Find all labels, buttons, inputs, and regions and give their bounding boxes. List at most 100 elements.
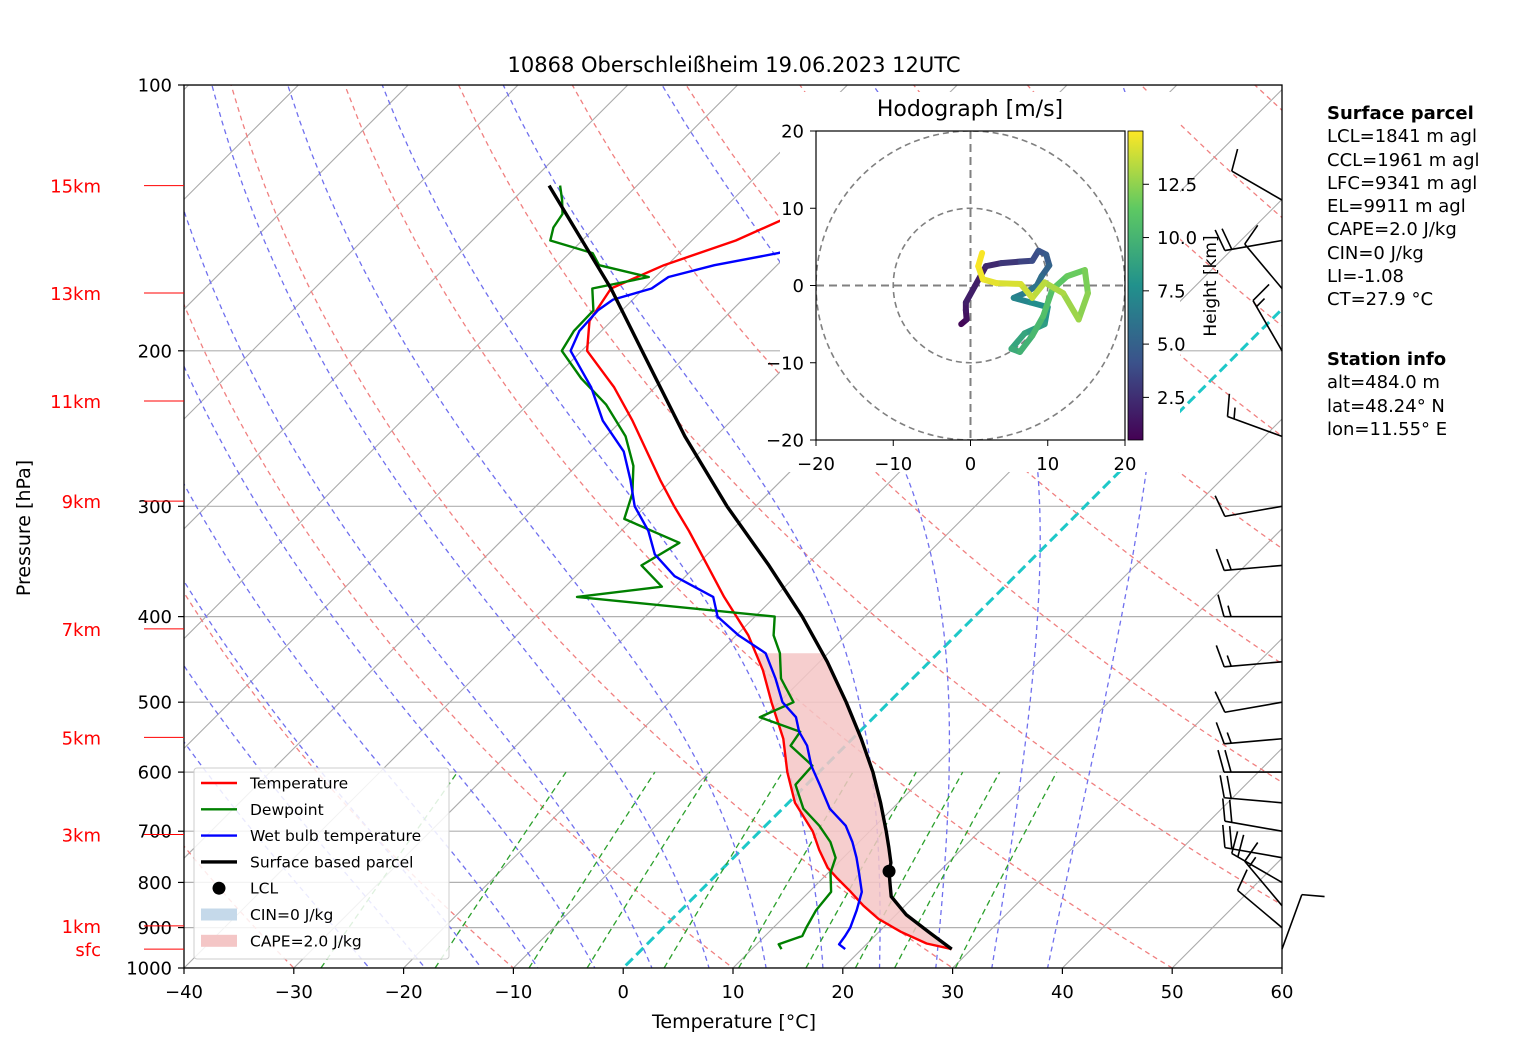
barb-flag <box>1214 691 1226 713</box>
barb-half-flag <box>1226 732 1232 744</box>
isotherm-line <box>512 198 1282 968</box>
x-tick-label: 20 <box>831 982 854 1003</box>
hodograph-y-tick-label: −10 <box>766 353 804 374</box>
y-tick-label: 900 <box>138 918 172 939</box>
mixing-ratio-line <box>894 771 1001 968</box>
barb-half-flag <box>1255 297 1266 308</box>
barb-flag <box>1226 775 1232 799</box>
barb-half-flag <box>1233 407 1236 420</box>
legend-swatch <box>201 934 237 947</box>
barb-staff <box>1237 889 1283 929</box>
y-tick-label: 400 <box>138 607 172 628</box>
legend-label: Dewpoint <box>250 801 324 819</box>
barb-staff <box>1224 660 1283 668</box>
wetbulb-line <box>569 175 970 951</box>
surface-parcel-ccl: CCL=1961 m agl <box>1327 149 1480 171</box>
y-tick-label: 800 <box>138 873 172 894</box>
barb-staff <box>1224 239 1283 252</box>
hodograph-segment <box>1029 279 1048 301</box>
barb-staff <box>1252 300 1283 352</box>
station-info-header: Station info <box>1327 349 1447 370</box>
height-label: 13km <box>50 284 101 305</box>
colorbar-ticks: 2.5 5.0 7.5 10.0 12.5 <box>1143 175 1197 409</box>
skewt-axes: −40 −30 −20 −10 0 10 20 30 40 50 60100200300400500… <box>50 76 1293 1004</box>
x-tick-label: −40 <box>165 982 203 1003</box>
hodograph-segment <box>1016 332 1036 355</box>
hodograph-y-tick-label: −20 <box>766 431 804 452</box>
hodograph: −20 −10 0 10 20 20 10 0 −10 −20 <box>766 122 1136 476</box>
parcel-line <box>547 184 953 951</box>
barb-staff <box>1224 820 1283 833</box>
zero-isotherm <box>621 307 1282 968</box>
barb-staff <box>1224 737 1283 745</box>
chart-title: 10868 Oberschleißheim 19.06.2023 12UTC <box>508 53 961 77</box>
barb-flag <box>1217 749 1225 773</box>
hodograph-segment <box>1040 286 1056 320</box>
height-label: 1km <box>62 917 101 938</box>
legend-label: CAPE=2.0 J/kg <box>250 932 362 950</box>
barb-staff <box>1281 894 1303 950</box>
wind-barb <box>1214 228 1283 252</box>
hodograph-x-tick-label: 0 <box>965 454 976 475</box>
wind-barb <box>1217 594 1282 618</box>
barb-flag <box>1244 224 1259 245</box>
barb-staff <box>1244 860 1283 907</box>
hodograph-x-tick-label: 20 <box>1114 454 1137 475</box>
surface-parcel-cin: CIN=0 J/kg <box>1327 242 1424 264</box>
barb-flag <box>1214 229 1226 251</box>
x-tick-label: −10 <box>494 982 532 1003</box>
hodograph-x-tick-label: −10 <box>874 454 912 475</box>
hodograph-y-tick-label: 0 <box>793 276 804 297</box>
station-info: Station info alt=484.0 m lat=48.24° N lo… <box>1327 348 1447 441</box>
moist-adiabat <box>184 664 426 968</box>
isotherm-line <box>184 85 519 420</box>
moist-adiabat <box>502 85 881 968</box>
height-label: 15km <box>50 177 101 198</box>
hodograph-segment <box>1075 290 1091 323</box>
height-label: 3km <box>62 825 101 846</box>
station-lon: lon=11.55° E <box>1327 418 1448 440</box>
mixing-ratio-line <box>738 771 854 968</box>
wind-barb <box>1215 722 1283 745</box>
x-tick-label: 60 <box>1271 982 1294 1003</box>
y-axis-label: Pressure [hPa] <box>13 460 35 596</box>
hodograph-plot-area <box>816 131 1125 440</box>
hodograph-x-tick-label: −20 <box>797 454 835 475</box>
colorbar-tick-label: 7.5 <box>1157 281 1186 302</box>
barb-staff <box>1224 505 1283 518</box>
barb-staff <box>1244 243 1283 290</box>
dry-adiabat <box>184 302 735 968</box>
barb-half-flag <box>1226 655 1232 667</box>
x-tick-label: 40 <box>1051 982 1074 1003</box>
barb-flag <box>1252 283 1270 302</box>
barb-staff <box>1224 796 1283 804</box>
barb-staff <box>1227 415 1283 438</box>
dewpoint-line <box>549 185 837 950</box>
surface-parcel-info: Surface parcel LCL=1841 m agl CCL=1961 m… <box>1327 102 1480 312</box>
height-label: 9km <box>62 492 101 513</box>
hodograph-segment <box>1017 280 1036 301</box>
barb-staff <box>1224 846 1283 859</box>
mixing-ratio-line <box>854 771 964 968</box>
hodograph-segment <box>1064 267 1088 280</box>
mixing-ratio-line <box>586 771 711 968</box>
colorbar-tick-label: 10.0 <box>1157 228 1197 249</box>
x-tick-label: 10 <box>722 982 745 1003</box>
colorbar-label: Height [km] <box>1201 235 1221 336</box>
hodograph-y-tick-label: 20 <box>781 122 804 143</box>
legend: Temperature Dewpoint Wet bulb temperature S… <box>193 767 450 960</box>
colorbar-tick-label: 2.5 <box>1157 388 1186 409</box>
x-tick-label: 0 <box>617 982 628 1003</box>
isotherm-line <box>184 85 629 530</box>
x-tick-label: −20 <box>385 982 423 1003</box>
hodograph-segment <box>1041 279 1067 297</box>
station-alt: alt=484.0 m <box>1327 372 1440 394</box>
skewt-series <box>547 175 970 951</box>
hodograph-segment <box>993 280 1024 287</box>
hodograph-segment <box>1060 290 1082 323</box>
barb-staff <box>1231 852 1283 884</box>
wind-barb <box>1219 775 1283 804</box>
wind-barb <box>1226 393 1283 438</box>
barb-staff <box>1224 564 1283 572</box>
hodograph-segment <box>975 250 986 270</box>
